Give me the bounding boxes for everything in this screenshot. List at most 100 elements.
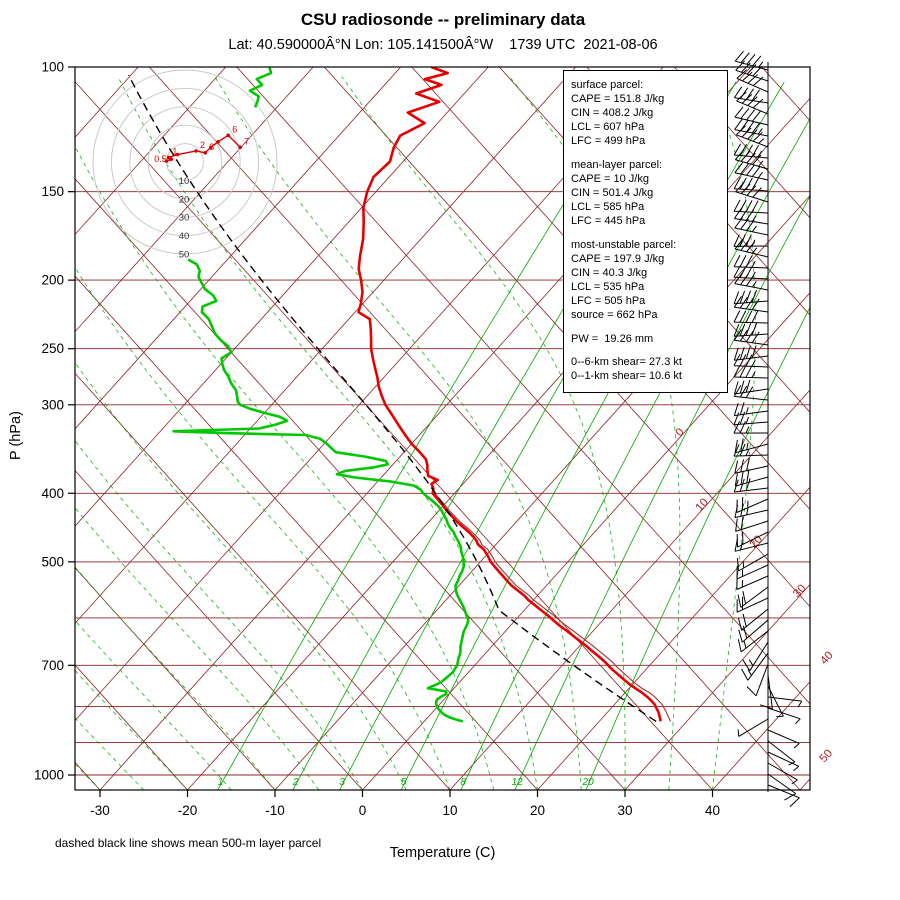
hodograph-height-label: 6 (232, 124, 237, 134)
y-tick-label: 300 (41, 397, 64, 412)
wind-barb (736, 553, 769, 572)
wind-barb (733, 310, 769, 324)
info-section-header: surface parcel: (571, 79, 644, 91)
hodograph-point (169, 157, 173, 161)
wind-barb (759, 674, 773, 710)
dry-adiabat-lines (75, 67, 810, 790)
y-tick-label: 700 (41, 658, 64, 673)
wind-barb (736, 596, 769, 613)
info-line: CAPE = 197.9 J/kg (571, 252, 665, 265)
mixing-ratio-label: 5 (401, 777, 407, 788)
wind-barb (733, 329, 769, 346)
parcel-path-dashed (127, 74, 657, 722)
hodograph-height-label: 7 (244, 136, 249, 146)
info-line: LFC = 499 hPa (571, 134, 646, 147)
wind-barb (767, 707, 801, 725)
info-line: LFC = 505 hPa (571, 294, 646, 307)
wind-barb (736, 564, 769, 580)
y-tick-label: 1000 (34, 767, 64, 782)
wind-barb (735, 181, 769, 203)
hodograph-height-label: 0.5 (154, 154, 167, 164)
wind-barb (742, 641, 769, 671)
wind-barb (741, 652, 769, 681)
wind-barb (737, 586, 769, 608)
info-line: LCL = 607 hPa (571, 120, 645, 133)
wind-barb (733, 421, 769, 434)
wind-barb (738, 619, 769, 643)
hodograph-point (166, 155, 171, 160)
skewt-grid (75, 67, 810, 790)
y-axis-label: P (hPa) (8, 411, 24, 460)
hodograph-point (209, 145, 213, 150)
hodograph-ring (110, 87, 260, 237)
hodograph-ring-label: 10 (179, 176, 190, 187)
hodograph-ring-label: 20 (179, 194, 190, 205)
info-line: 0--1-km shear= 10.6 kt (571, 370, 682, 383)
hodograph-point (164, 159, 169, 163)
temperature-line (357, 67, 662, 722)
plot-frame (74, 66, 811, 791)
info-line: LCL = 535 hPa (571, 280, 645, 293)
y-tick-label: 500 (41, 554, 64, 569)
wind-barb (734, 457, 769, 474)
wind-barb (733, 207, 769, 225)
wind-barb (733, 443, 769, 457)
wind-barb (734, 470, 769, 487)
mixing-ratio-labels: 1 2 3 5 8 12 20 (218, 777, 594, 788)
info-line: source = 662 hPa (571, 308, 658, 321)
hodograph-point (226, 133, 230, 138)
wind-barb (734, 272, 769, 291)
info-line: LCL = 585 hPa (571, 200, 645, 213)
isotherm-label: 40 (818, 649, 835, 667)
wind-barb (733, 365, 769, 379)
wind-barb (735, 516, 769, 532)
y-tick-label: 150 (41, 184, 64, 199)
info-section-gap (571, 149, 720, 159)
hodograph-point (194, 149, 198, 153)
x-tick-label: 10 (442, 803, 457, 818)
wind-barb (767, 784, 800, 807)
x-tick-label: 0 (359, 803, 367, 818)
info-line: PW = 19.26 mm (571, 332, 654, 345)
wind-barb (733, 411, 769, 426)
wind-barb (733, 345, 769, 361)
wind-barb (734, 162, 769, 181)
chart-subtitle: Lat: 40.590000Â°N Lon: 105.141500Â°W 173… (228, 37, 658, 53)
wind-barb (767, 729, 800, 749)
wind-barb (733, 385, 769, 401)
virtual-temperature-line (434, 492, 672, 722)
wind-barb (733, 199, 769, 214)
y-tick-label: 250 (41, 341, 64, 356)
mixing-ratio-label: 12 (512, 777, 524, 788)
wind-barb (734, 438, 769, 454)
y-tick-label: 400 (41, 486, 64, 501)
x-tick-label: 20 (530, 803, 545, 818)
hodograph-point (238, 145, 242, 150)
hodograph-point (216, 140, 220, 144)
isobar-lines (75, 67, 810, 776)
wind-barb (767, 762, 798, 785)
mixing-ratio-label: 2 (292, 777, 299, 788)
wind-barb (746, 663, 769, 697)
wind-barb (734, 50, 769, 71)
x-tick-label: -20 (178, 803, 198, 818)
info-line: LFC = 445 hPa (571, 214, 646, 227)
wind-barb (733, 402, 769, 417)
dewpoint-line-upper (248, 67, 273, 108)
hodograph-ring-label: 40 (179, 231, 190, 242)
isotherm-label: 10 (694, 496, 711, 514)
y-tick-label: 100 (41, 60, 64, 75)
wind-barb (734, 503, 769, 519)
isotherm-label: 30 (791, 582, 808, 600)
hodograph-ring (147, 124, 223, 200)
isotherm-label: 50 (818, 747, 835, 765)
wind-barb (737, 718, 769, 737)
y-tick-label: 200 (41, 273, 64, 288)
hodograph-point (203, 151, 207, 155)
x-axis-label: Temperature (C) (389, 845, 496, 861)
